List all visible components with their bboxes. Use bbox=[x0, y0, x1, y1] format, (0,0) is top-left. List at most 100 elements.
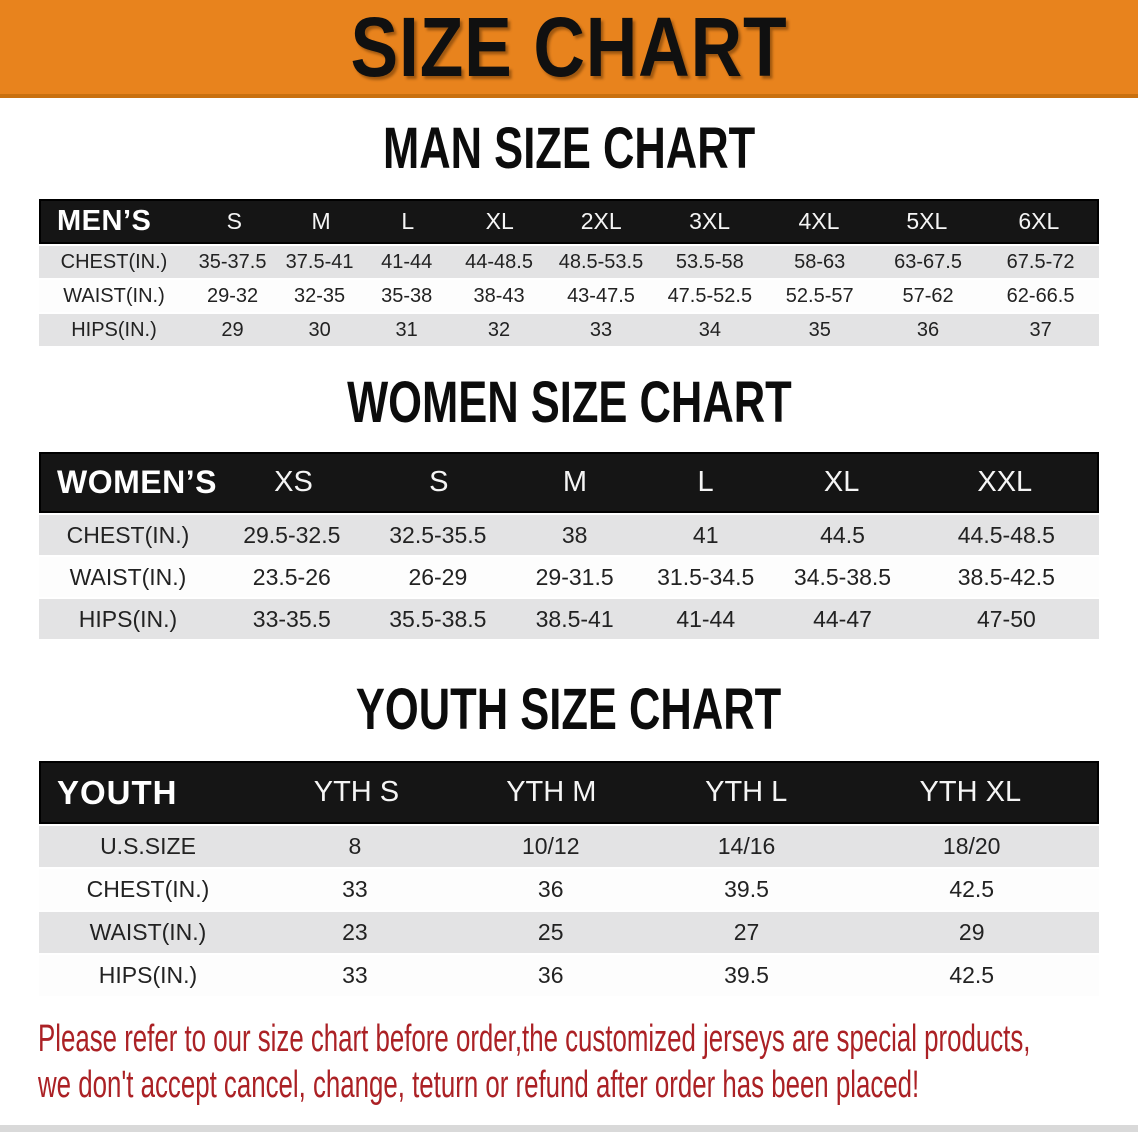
table-header-row: YOUTH YTH S YTH M YTH L YTH XL bbox=[39, 761, 1099, 824]
measurement-value-cell: 38.5-41 bbox=[535, 605, 614, 632]
measurement-label-cell: WAIST(IN.) bbox=[89, 919, 207, 945]
measurement-value-cell: 36 bbox=[916, 318, 940, 341]
measurement-label-cell: HIPS(IN.) bbox=[78, 605, 178, 632]
measurement-label-cell: CHEST(IN.) bbox=[86, 876, 210, 902]
banner-title: SIZE CHART bbox=[350, 0, 788, 94]
measurement-value-cell: 32 bbox=[487, 318, 511, 341]
measurement-value-cell: 29 bbox=[221, 318, 244, 341]
women-size-table: WOMEN’S XS S M L XL XXL CHEST(IN.) 29.5-32.5 32.5… bbox=[39, 452, 1099, 639]
measurement-value-cell: 31.5-34.5 bbox=[657, 563, 755, 590]
measurement-value-cell: 47-50 bbox=[976, 605, 1036, 632]
measurement-label-cell: HIPS(IN.) bbox=[98, 962, 198, 988]
measurement-value-cell: 67.5-72 bbox=[1006, 250, 1075, 273]
measurement-label-cell: U.S.SIZE bbox=[100, 833, 196, 859]
measurement-label-cell: CHEST(IN.) bbox=[60, 250, 168, 273]
measurement-value-cell: 10/12 bbox=[521, 833, 580, 859]
measurement-value-cell: 41 bbox=[692, 521, 719, 548]
measurement-value-cell: 25 bbox=[537, 919, 564, 945]
size-column-header: XS bbox=[274, 466, 313, 498]
measurement-value-cell: 42.5 bbox=[949, 876, 995, 902]
measurement-value-cell: 36 bbox=[537, 876, 564, 902]
measurement-value-cell: 44.5-48.5 bbox=[957, 521, 1055, 548]
size-column-header: XL bbox=[485, 208, 514, 234]
size-column-header: 6XL bbox=[1018, 208, 1060, 234]
measurement-value-cell: 38.5-42.5 bbox=[957, 563, 1055, 590]
size-column-header: 4XL bbox=[798, 208, 840, 234]
measurement-value-cell: 57-62 bbox=[902, 284, 954, 307]
table-row: WAIST(IN.) 23.5-26 26-29 29-31.5 31.5-34.5 34… bbox=[39, 555, 1099, 597]
size-column-header: S bbox=[429, 466, 449, 498]
measurement-label-cell: WAIST(IN.) bbox=[69, 563, 187, 590]
bottom-edge-strip bbox=[0, 1125, 1138, 1132]
measurement-value-cell: 36 bbox=[537, 962, 564, 988]
table-row: WAIST(IN.) 29-32 32-35 35-38 38-43 43-47.5 47.… bbox=[39, 278, 1099, 312]
measurement-label-cell: CHEST(IN.) bbox=[66, 521, 190, 548]
measurement-value-cell: 63-67.5 bbox=[894, 250, 962, 273]
table-title-cell: MEN’S bbox=[57, 205, 152, 237]
size-column-header: YTH S bbox=[313, 776, 400, 808]
measurement-value-cell: 27 bbox=[733, 919, 760, 945]
measurement-value-cell: 23 bbox=[342, 919, 368, 945]
measurement-value-cell: 52.5-57 bbox=[785, 284, 854, 307]
measurement-value-cell: 44.5 bbox=[820, 521, 865, 548]
measurement-value-cell: 33-35.5 bbox=[252, 605, 331, 632]
size-column-header: 2XL bbox=[580, 208, 622, 234]
table-header-row: MEN’S S M L XL 2XL 3XL 4XL 5XL 6XL bbox=[39, 199, 1099, 244]
size-column-header: YTH XL bbox=[919, 776, 1022, 808]
measurement-value-cell: 34 bbox=[698, 318, 721, 341]
measurement-value-cell: 32.5-35.5 bbox=[389, 521, 487, 548]
measurement-value-cell: 33 bbox=[589, 318, 613, 341]
size-column-header: S bbox=[226, 208, 243, 234]
women-section-heading-text: WOMEN SIZE CHART bbox=[346, 370, 792, 435]
measurement-value-cell: 37.5-41 bbox=[285, 250, 354, 273]
size-column-header: M bbox=[562, 466, 588, 498]
size-column-header: L bbox=[401, 208, 415, 234]
size-column-header: YTH L bbox=[705, 776, 788, 808]
banner: SIZE CHART bbox=[0, 0, 1138, 98]
measurement-value-cell: 35 bbox=[808, 318, 831, 341]
youth-section-heading-text: YOUTH SIZE CHART bbox=[356, 677, 782, 742]
measurement-value-cell: 33 bbox=[342, 962, 368, 988]
measurement-value-cell: 31 bbox=[395, 318, 418, 341]
measurement-value-cell: 32-35 bbox=[294, 284, 346, 307]
size-column-header: XXL bbox=[977, 466, 1033, 498]
table-row: HIPS(IN.) 33 36 39.5 42.5 bbox=[39, 953, 1099, 996]
measurement-value-cell: 44-47 bbox=[813, 605, 872, 632]
measurement-value-cell: 41-44 bbox=[381, 250, 433, 273]
size-column-header: XL bbox=[823, 466, 860, 498]
measurement-value-cell: 29.5-32.5 bbox=[243, 521, 341, 548]
measurement-value-cell: 8 bbox=[348, 833, 362, 859]
size-column-header: 3XL bbox=[689, 208, 730, 234]
table-row: U.S.SIZE 8 10/12 14/16 18/20 bbox=[39, 824, 1099, 867]
measurement-label-cell: WAIST(IN.) bbox=[63, 284, 165, 307]
measurement-value-cell: 29-31.5 bbox=[535, 563, 614, 590]
measurement-value-cell: 35-37.5 bbox=[198, 250, 267, 273]
measurement-value-cell: 30 bbox=[308, 318, 331, 341]
size-column-header: YTH M bbox=[506, 776, 597, 808]
measurement-value-cell: 35-38 bbox=[381, 284, 433, 307]
youth-section-heading: YOUTH SIZE CHART bbox=[0, 677, 1138, 742]
measurement-value-cell: 39.5 bbox=[724, 876, 769, 902]
youth-size-table: YOUTH YTH S YTH M YTH L YTH XL U.S.SIZE 8 10/12… bbox=[39, 761, 1099, 996]
table-header-row: WOMEN’S XS S M L XL XXL bbox=[39, 452, 1099, 513]
measurement-value-cell: 38-43 bbox=[473, 284, 525, 307]
measurement-value-cell: 53.5-58 bbox=[675, 250, 744, 273]
measurement-value-cell: 62-66.5 bbox=[1006, 284, 1075, 307]
measurement-value-cell: 37 bbox=[1029, 318, 1052, 341]
table-row: CHEST(IN.) 35-37.5 37.5-41 41-44 44-48.5 48.5… bbox=[39, 244, 1099, 278]
measurement-value-cell: 26-29 bbox=[408, 563, 468, 590]
size-column-header: M bbox=[311, 208, 331, 234]
measurement-value-cell: 47.5-52.5 bbox=[667, 284, 753, 307]
size-column-header: L bbox=[697, 466, 714, 498]
table-row: CHEST(IN.) 29.5-32.5 32.5-35.5 38 41 44.5 44.5… bbox=[39, 513, 1099, 555]
measurement-value-cell: 14/16 bbox=[717, 833, 776, 859]
table-row: HIPS(IN.) 33-35.5 35.5-38.5 38.5-41 41-44 44-… bbox=[39, 597, 1099, 639]
measurement-value-cell: 34.5-38.5 bbox=[793, 563, 892, 590]
measurement-value-cell: 29 bbox=[958, 919, 985, 945]
measurement-value-cell: 48.5-53.5 bbox=[558, 250, 644, 273]
measurement-value-cell: 33 bbox=[342, 876, 368, 902]
measurement-value-cell: 38 bbox=[561, 521, 588, 548]
men-size-table: MEN’S S M L XL 2XL 3XL 4XL 5XL 6XL CHEST(IN.) 35-37… bbox=[39, 199, 1099, 346]
disclaimer-line-1: Please refer to our size chart before or… bbox=[38, 1018, 1031, 1060]
